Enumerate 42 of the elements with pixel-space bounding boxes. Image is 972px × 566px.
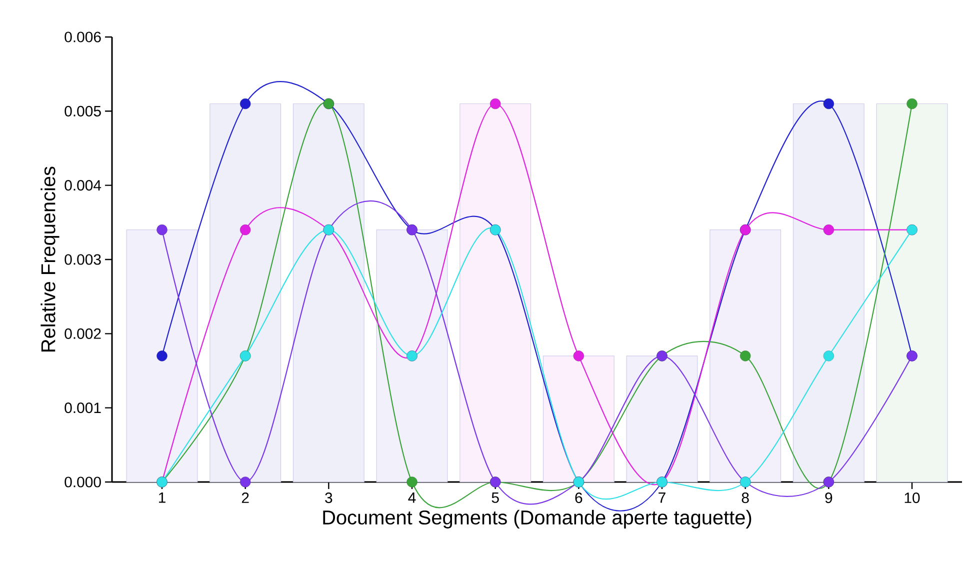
- point: [240, 98, 251, 110]
- bar: [542, 356, 614, 482]
- point: [240, 224, 251, 236]
- bar: [460, 103, 532, 482]
- x-tick-label: 7: [658, 492, 666, 503]
- x-tick-label: 8: [742, 492, 749, 504]
- point: [906, 98, 918, 110]
- x-tick-label: 3: [325, 492, 332, 504]
- bar: [292, 103, 364, 482]
- point: [406, 476, 418, 488]
- x-tick-label: 1: [158, 492, 166, 503]
- y-tick-label: 0.002: [64, 328, 101, 339]
- point: [823, 224, 834, 236]
- bar: [792, 103, 864, 482]
- x-tick-label: 2: [242, 492, 249, 503]
- x-tick-label: 6: [575, 492, 582, 504]
- bar: [710, 230, 782, 482]
- bar: [126, 230, 198, 482]
- point: [740, 350, 751, 362]
- x-tick-label: 10: [904, 492, 920, 504]
- y-tick-label: 0.003: [64, 254, 101, 265]
- point: [823, 350, 834, 362]
- point: [156, 224, 168, 236]
- x-tick-label: 9: [825, 492, 832, 504]
- bar: [876, 103, 948, 482]
- point: [573, 350, 584, 362]
- y-tick-label: 0.006: [64, 32, 101, 42]
- x-tick-label: 4: [408, 492, 416, 503]
- y-tick-label: 0.005: [64, 106, 101, 116]
- y-tick-label: 0.001: [64, 402, 101, 414]
- point: [156, 350, 168, 362]
- y-axis-title: Relative Frequencies: [40, 166, 60, 352]
- bar: [376, 230, 448, 482]
- y-tick-label: 0.000: [64, 476, 101, 488]
- y-tick-label: 0.004: [64, 180, 102, 191]
- bar: [626, 356, 698, 482]
- bar: [210, 103, 282, 482]
- x-tick-label: 5: [492, 492, 499, 503]
- point: [823, 98, 834, 110]
- point: [240, 476, 251, 488]
- point: [490, 98, 501, 110]
- x-axis-title: Document Segments (Domande aperte taguette): [323, 510, 752, 528]
